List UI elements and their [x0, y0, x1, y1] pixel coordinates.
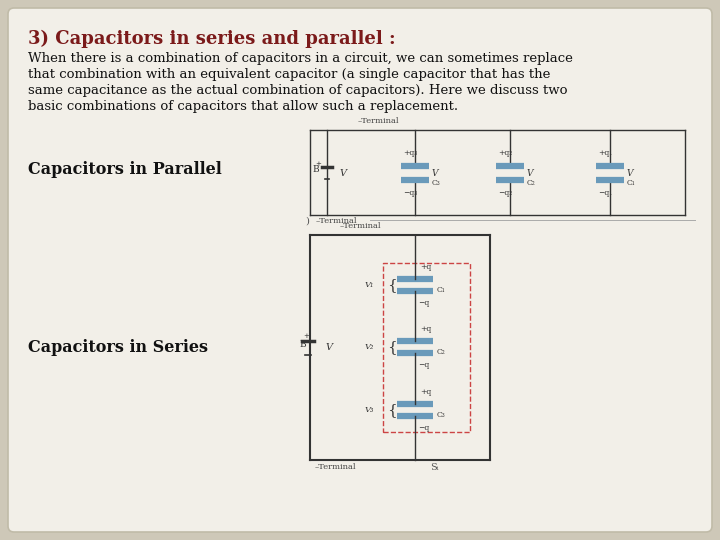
Text: C₂: C₂ — [527, 179, 536, 187]
Text: Capacitors in Series: Capacitors in Series — [28, 339, 208, 355]
Text: −q: −q — [418, 424, 429, 432]
Text: ): ) — [305, 217, 309, 226]
Text: –Terminal: –Terminal — [358, 117, 400, 125]
Text: +: + — [315, 161, 321, 167]
Text: V₃: V₃ — [365, 406, 374, 414]
Text: {: { — [387, 340, 397, 354]
Text: −q₃: −q₃ — [403, 189, 417, 197]
Text: –Terminal: –Terminal — [315, 463, 356, 471]
FancyBboxPatch shape — [8, 8, 712, 532]
Text: V: V — [627, 168, 634, 178]
Text: V: V — [527, 168, 534, 178]
Text: +q: +q — [420, 388, 431, 396]
Text: +q₃: +q₃ — [403, 149, 417, 157]
Text: that combination with an equivalent capacitor (a single capacitor that has the: that combination with an equivalent capa… — [28, 68, 550, 81]
Text: +q: +q — [420, 263, 431, 271]
Text: basic combinations of capacitors that allow such a replacement.: basic combinations of capacitors that al… — [28, 100, 458, 113]
Text: 3) Capacitors in series and parallel :: 3) Capacitors in series and parallel : — [28, 30, 395, 48]
Text: When there is a combination of capacitors in a circuit, we can sometimes replace: When there is a combination of capacitor… — [28, 52, 573, 65]
Text: {: { — [387, 278, 397, 292]
Text: V: V — [432, 168, 438, 178]
Text: −q₁: −q₁ — [598, 189, 612, 197]
Text: −q: −q — [418, 299, 429, 307]
Text: Capacitors in Parallel: Capacitors in Parallel — [28, 161, 222, 179]
Text: Sᵢ: Sᵢ — [430, 463, 438, 472]
Text: +q₂: +q₂ — [498, 149, 512, 157]
Text: +: + — [303, 333, 309, 339]
Text: V₂: V₂ — [365, 343, 374, 351]
Text: C₂: C₂ — [437, 348, 446, 356]
Text: V: V — [325, 343, 332, 352]
Text: –Terminal: –Terminal — [316, 217, 358, 225]
Text: −q₂: −q₂ — [498, 189, 512, 197]
Text: +q₁: +q₁ — [598, 149, 612, 157]
Text: B: B — [300, 340, 306, 349]
Text: same capacitance as the actual combination of capacitors). Here we discuss two: same capacitance as the actual combinati… — [28, 84, 567, 97]
Text: C₃: C₃ — [437, 411, 446, 419]
Text: −q: −q — [418, 361, 429, 369]
Text: {: { — [387, 403, 397, 417]
Text: C₁: C₁ — [437, 286, 446, 294]
Text: –Terminal: –Terminal — [340, 222, 382, 230]
Text: B: B — [312, 165, 319, 174]
Text: C₃: C₃ — [432, 179, 441, 187]
Text: V₁: V₁ — [365, 281, 374, 289]
Text: C₁: C₁ — [627, 179, 636, 187]
Text: +q: +q — [420, 325, 431, 333]
Text: V: V — [340, 168, 347, 178]
